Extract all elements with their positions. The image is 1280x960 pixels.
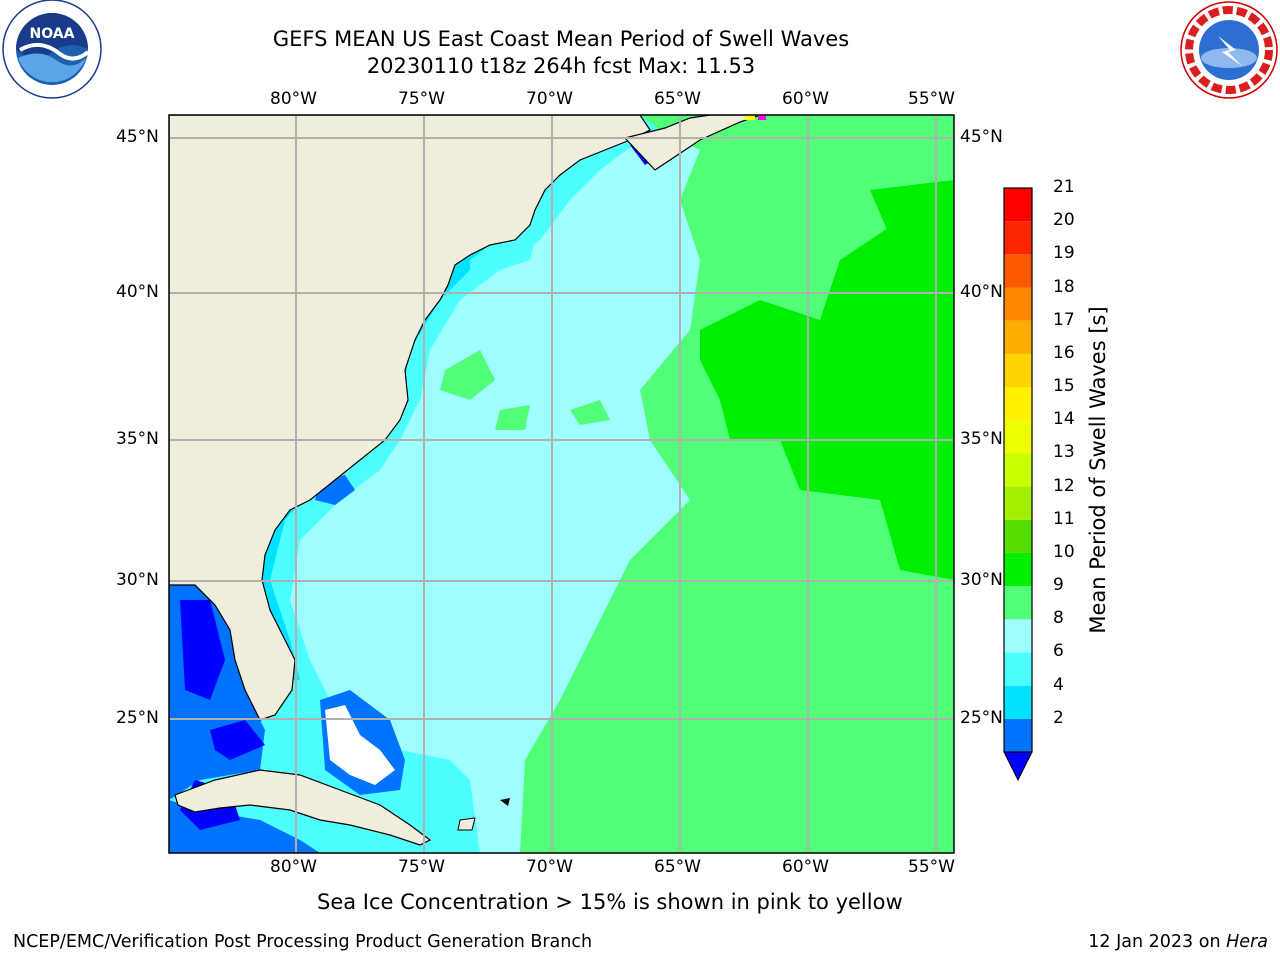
sea-ice-note: Sea Ice Concentration > 15% is shown in …	[317, 890, 903, 914]
lat-label: 25°N	[116, 708, 159, 728]
lon-label: 75°W	[398, 89, 445, 109]
colorbar-segment	[1004, 619, 1032, 653]
colorbar-segment	[1004, 387, 1032, 421]
noaa-logo: NOAA	[2, 0, 102, 99]
footer-machine: Hera	[1226, 932, 1268, 952]
colorbar-tick-label: 9	[1053, 575, 1064, 596]
colorbar-segment	[1004, 718, 1032, 752]
colorbar-title: Mean Period of Swell Waves [s]	[1086, 306, 1110, 634]
lon-label: 70°W	[526, 89, 573, 109]
colorbar-tick-label: 2	[1053, 707, 1064, 728]
lon-label: 60°W	[782, 89, 829, 109]
colorbar-segment	[1004, 486, 1032, 520]
colorbar-segment	[1004, 188, 1032, 222]
map-title: GEFS MEAN US East Coast Mean Period of S…	[272, 27, 850, 51]
footer-date: 12 Jan 2023 on Hera	[1088, 932, 1268, 952]
colorbar-under-triangle	[1003, 751, 1033, 782]
colorbar-segment	[1004, 519, 1032, 553]
lon-label: 80°W	[270, 857, 317, 877]
colorbar-segment	[1004, 254, 1032, 288]
colorbar-segment	[1004, 552, 1032, 587]
lat-label: 40°N	[116, 282, 159, 302]
lon-label: 55°W	[908, 857, 955, 877]
colorbar-tick-label: 12	[1053, 475, 1075, 496]
colorbar-tick-label: 15	[1053, 376, 1075, 397]
colorbar-tick-label: 6	[1053, 641, 1064, 662]
footer-credit: NCEP/EMC/Verification Post Processing Pr…	[13, 932, 593, 952]
lat-label: 45°N	[960, 127, 1003, 147]
lat-label: 25°N	[960, 708, 1003, 728]
colorbar-tick-label: 20	[1053, 210, 1075, 231]
swell-period-field	[169, 115, 954, 853]
lon-label: 65°W	[654, 857, 701, 877]
lon-label: 80°W	[270, 89, 317, 109]
colorbar-tick-label: 13	[1053, 442, 1075, 463]
colorbar-tick-label: 8	[1053, 608, 1064, 629]
lat-label: 35°N	[960, 429, 1003, 449]
nws-logo	[1180, 1, 1278, 99]
lon-label: 55°W	[908, 89, 955, 109]
colorbar-segment	[1004, 353, 1032, 388]
colorbar-segment	[1004, 453, 1032, 487]
colorbar-tick-label: 4	[1053, 674, 1064, 695]
map-subtitle: 20230110 t18z 264h fcst Max: 11.53	[366, 54, 756, 78]
colorbar-tick-label: 14	[1053, 409, 1075, 430]
lon-label: 70°W	[526, 857, 573, 877]
colorbar-segment	[1004, 685, 1032, 719]
colorbar-tick-label: 11	[1053, 508, 1075, 529]
colorbar-tick-label: 18	[1053, 276, 1075, 297]
lon-label: 75°W	[398, 857, 445, 877]
map-frame	[168, 114, 955, 854]
colorbar-tick-label: 17	[1053, 309, 1075, 330]
lon-label: 60°W	[782, 857, 829, 877]
colorbar-tick-label: 16	[1053, 342, 1075, 363]
svg-text:NOAA: NOAA	[30, 26, 75, 42]
colorbar-tick-label: 21	[1053, 177, 1075, 197]
colorbar	[1003, 187, 1033, 782]
colorbar-tick-label: 10	[1053, 541, 1075, 562]
lat-label: 35°N	[116, 429, 159, 449]
colorbar-segment	[1004, 586, 1032, 620]
colorbar-segment	[1004, 287, 1032, 321]
lat-label: 40°N	[960, 282, 1003, 302]
lon-label: 65°W	[654, 89, 701, 109]
colorbar-segment	[1004, 221, 1032, 255]
colorbar-tick-label: 19	[1053, 243, 1075, 264]
lat-label: 30°N	[116, 570, 159, 590]
footer-date-text: 12 Jan 2023 on	[1088, 932, 1221, 952]
colorbar-segment	[1004, 420, 1032, 454]
lat-label: 30°N	[960, 570, 1003, 590]
colorbar-segment	[1004, 320, 1032, 354]
graticule	[169, 115, 954, 853]
colorbar-segment	[1004, 652, 1032, 686]
lat-label: 45°N	[116, 127, 159, 147]
